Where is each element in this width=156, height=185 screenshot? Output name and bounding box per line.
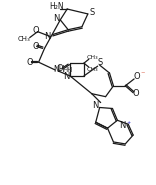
Text: N: N <box>119 121 126 130</box>
Text: CH₃: CH₃ <box>17 36 30 42</box>
Text: O: O <box>133 89 139 98</box>
Text: CH₃: CH₃ <box>87 67 99 72</box>
Text: O: O <box>32 42 39 51</box>
Text: O: O <box>134 73 140 81</box>
Text: O: O <box>32 26 39 35</box>
Text: N: N <box>63 73 69 81</box>
Text: N: N <box>53 14 60 23</box>
Text: H₂N: H₂N <box>49 1 64 11</box>
Text: O: O <box>26 58 33 67</box>
Text: HH: HH <box>62 67 72 73</box>
Text: S: S <box>89 9 94 17</box>
Text: S: S <box>97 58 102 67</box>
Text: NH: NH <box>54 65 65 74</box>
Text: CH₃: CH₃ <box>87 55 99 60</box>
Text: ⁺: ⁺ <box>126 120 130 129</box>
Text: ⁻: ⁻ <box>141 70 145 78</box>
Text: N: N <box>93 101 99 110</box>
Text: N: N <box>44 32 51 41</box>
Text: O: O <box>57 64 64 73</box>
